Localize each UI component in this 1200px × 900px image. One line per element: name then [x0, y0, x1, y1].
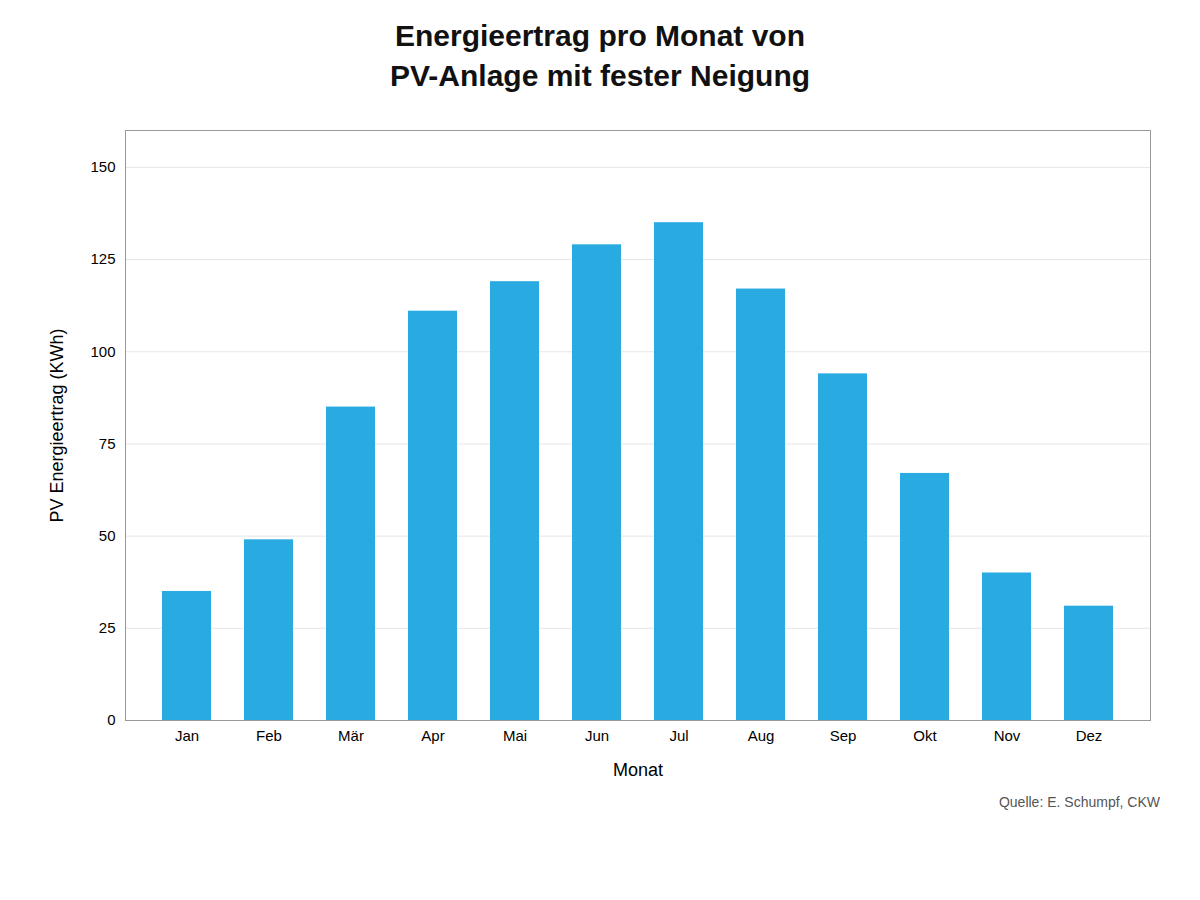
svg-text:Jun: Jun — [585, 727, 609, 744]
svg-text:0: 0 — [107, 711, 115, 728]
svg-text:Aug: Aug — [748, 727, 775, 744]
svg-text:Feb: Feb — [256, 727, 282, 744]
svg-text:Jan: Jan — [175, 727, 199, 744]
svg-text:Jul: Jul — [669, 727, 688, 744]
svg-text:PV Energieertrag (KWh): PV Energieertrag (KWh) — [47, 328, 67, 522]
html-text:Quelle: E. Schumpf, CKW: Quelle: E. Schumpf, CKW — [998, 794, 1160, 810]
svg-text:Monat: Monat — [613, 760, 663, 780]
svg-text:Mär: Mär — [338, 727, 364, 744]
html-text:Energieertrag pro Monat von: Energieertrag pro Monat von — [395, 19, 805, 52]
html-text:PV-Anlage mit fester Neigung: PV-Anlage mit fester Neigung — [390, 59, 810, 92]
svg-text:Dez: Dez — [1076, 727, 1103, 744]
svg-text:Mai: Mai — [503, 727, 527, 744]
svg-text:75: 75 — [99, 435, 116, 452]
svg-text:125: 125 — [90, 250, 115, 267]
svg-text:25: 25 — [99, 619, 116, 636]
svg-text:150: 150 — [90, 158, 115, 175]
svg-text:100: 100 — [90, 343, 115, 360]
svg-text:Apr: Apr — [421, 727, 444, 744]
svg-text:Sep: Sep — [830, 727, 857, 744]
svg-text:50: 50 — [99, 527, 116, 544]
svg-text:Okt: Okt — [913, 727, 937, 744]
svg-text:Nov: Nov — [994, 727, 1021, 744]
